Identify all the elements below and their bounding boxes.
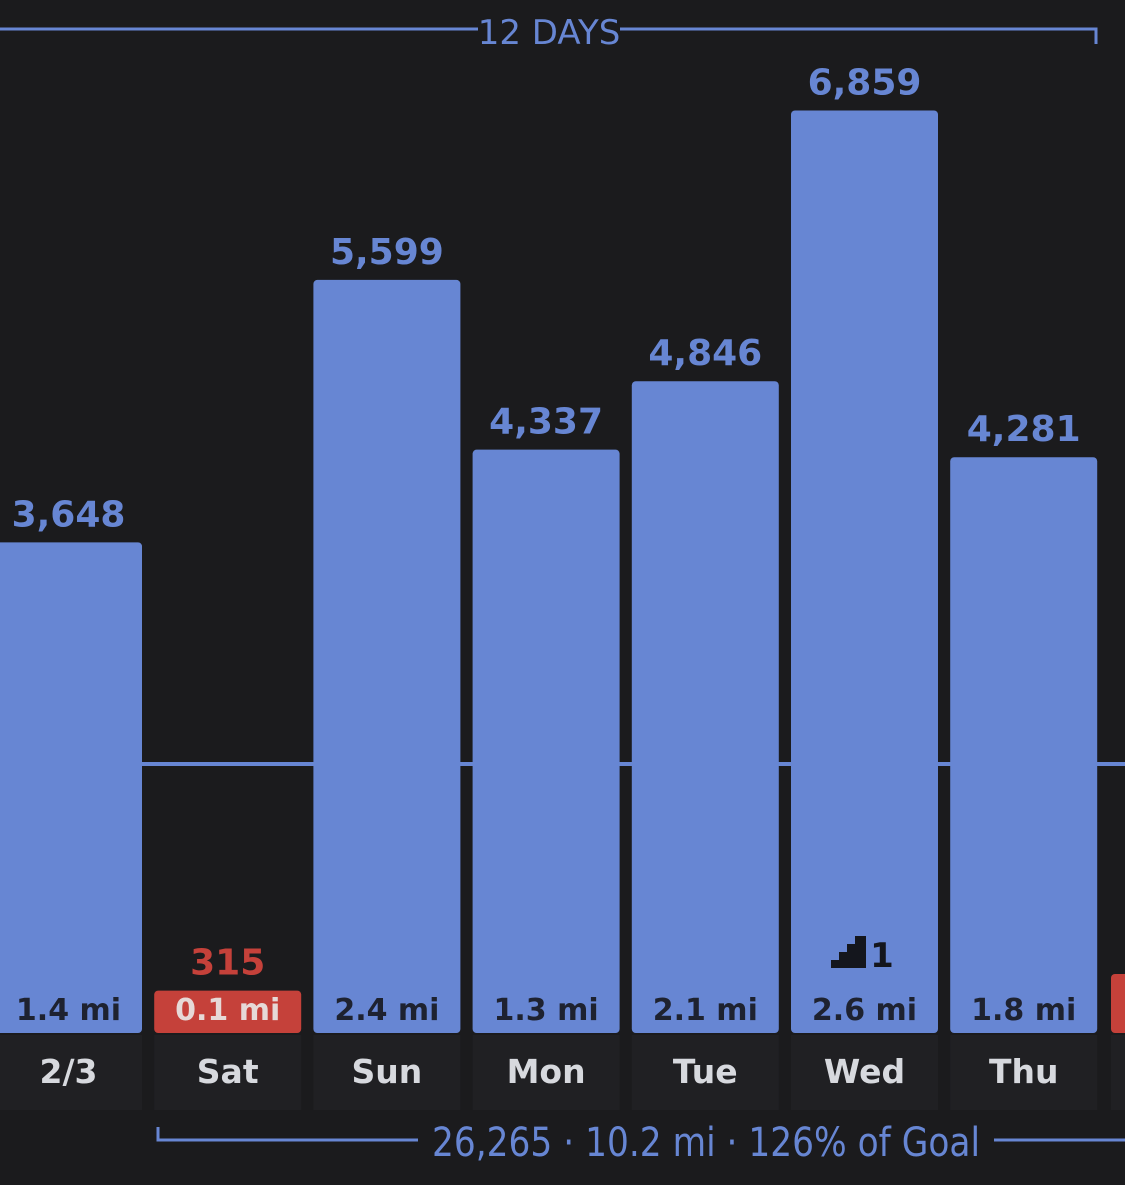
value-label: 5,599 (330, 232, 444, 273)
distance-label: 2.6 mi (812, 993, 917, 1028)
tick-label: Sun (352, 1052, 423, 1091)
day-column (950, 1035, 1098, 1110)
distance-label: 0.1 mi (175, 993, 280, 1028)
day-columns (0, 1035, 1125, 1110)
day-column (0, 1035, 142, 1110)
stairs-icon (831, 936, 866, 968)
stairs-badge: 1 (831, 936, 894, 976)
day-column (1111, 1035, 1125, 1110)
stairs-count: 1 (870, 936, 894, 976)
distance-label: 1.3 mi (494, 993, 599, 1028)
distance-label: 1.4 mi (16, 993, 121, 1028)
value-label: 315 (190, 943, 265, 984)
value-label: 3,648 (12, 494, 126, 535)
tick-label: Mon (507, 1052, 586, 1091)
bar-tue[interactable] (631, 381, 779, 1033)
day-column (154, 1035, 302, 1110)
bars[interactable] (0, 110, 1125, 1034)
value-label: 4,337 (489, 402, 603, 443)
value-label: 6,859 (808, 62, 922, 103)
period-label: 12 DAYS (478, 13, 621, 53)
bar-sat[interactable] (154, 990, 302, 1033)
summary-label: 26,265 · 10.2 mi · 126% of Goal (432, 1120, 980, 1166)
tick-label: Wed (824, 1052, 905, 1091)
tick-label: Tue (673, 1052, 738, 1091)
distance-label: 2.1 mi (653, 993, 758, 1028)
day-column (631, 1035, 779, 1110)
value-label: 4,846 (648, 333, 762, 374)
tick-label: Sat (197, 1052, 259, 1091)
day-column (313, 1035, 461, 1110)
day-column (472, 1035, 620, 1110)
distance-label: 1.8 mi (971, 993, 1076, 1028)
distance-label: 2.4 mi (334, 993, 439, 1028)
period-bracket: 12 DAYS (0, 13, 1098, 53)
summary-bracket: 26,265 · 10.2 mi · 126% of Goal (156, 1120, 1125, 1166)
bar-wed[interactable] (791, 110, 938, 1034)
bar-next-partial[interactable] (1111, 974, 1125, 1033)
bar-sun[interactable] (313, 279, 461, 1033)
bar-mon[interactable] (472, 449, 620, 1034)
day-column (791, 1035, 938, 1110)
bar-thu[interactable] (950, 457, 1098, 1033)
value-label: 4,281 (967, 409, 1081, 450)
tick-label: Thu (989, 1052, 1059, 1091)
bar-2-3[interactable] (0, 542, 142, 1033)
tick-label: 2/3 (40, 1052, 98, 1091)
